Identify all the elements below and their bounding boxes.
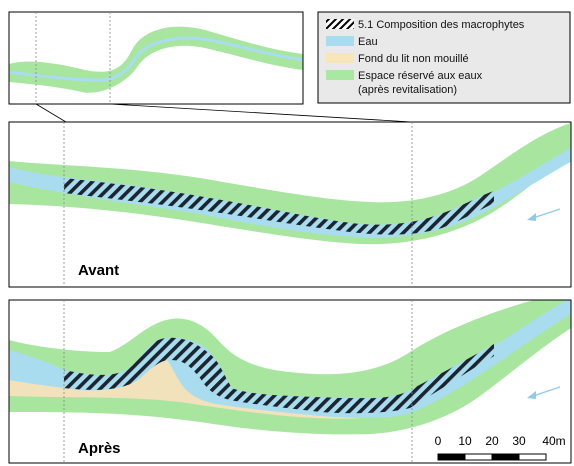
legend-swatch-reserved [326,70,354,80]
legend-swatch-macrophytes [326,19,354,29]
legend: 5.1 Composition des macrophytes Eau Fond… [317,11,571,104]
flow-direction-arrow-icon [527,208,561,221]
overview-frame [8,11,304,105]
legend-label-reserved: Espace réservé aux eaux [358,70,483,82]
overview-map [8,11,304,105]
legend-label-water: Eau [358,36,378,48]
scale-tick-label: 40m [542,434,565,448]
before-frame [8,121,572,288]
before-panel: Avant [8,121,572,288]
before-reserved-zone [9,122,571,245]
scale-segment-4 [518,453,547,461]
legend-label-reserved-note: (après revitalisation) [358,84,457,96]
scale-tick-label: 30 [512,434,526,448]
legend-swatch-water [326,36,354,46]
zoom-connector-right [109,103,413,123]
after-frame [8,299,572,464]
overview-reserved-zone [9,26,303,93]
after-panel: Après 0 10 20 30 40m [8,299,572,464]
legend-label-dry-bed: Fond du lit non mouillé [358,53,469,65]
flow-direction-arrow-icon [527,386,561,399]
legend-swatch-dry-bed [326,53,354,63]
scale-bar: 0 10 20 30 40m [435,434,566,461]
scale-segment-2 [464,453,493,461]
scale-segment-3 [491,453,520,461]
extent-guides [35,12,413,123]
scale-tick-label: 20 [485,434,499,448]
legend-box [317,11,571,104]
before-label: Avant [78,262,119,279]
zoom-connector-left [35,103,67,123]
after-macrophytes-zone [64,337,494,414]
before-macrophytes-zone [64,178,494,235]
scale-tick-label: 0 [435,434,442,448]
scale-tick-label: 10 [458,434,472,448]
scale-segment-1 [437,453,466,461]
legend-label-macrophytes: 5.1 Composition des macrophytes [358,19,525,31]
overview-water [9,36,303,82]
after-label: Après [78,440,121,457]
